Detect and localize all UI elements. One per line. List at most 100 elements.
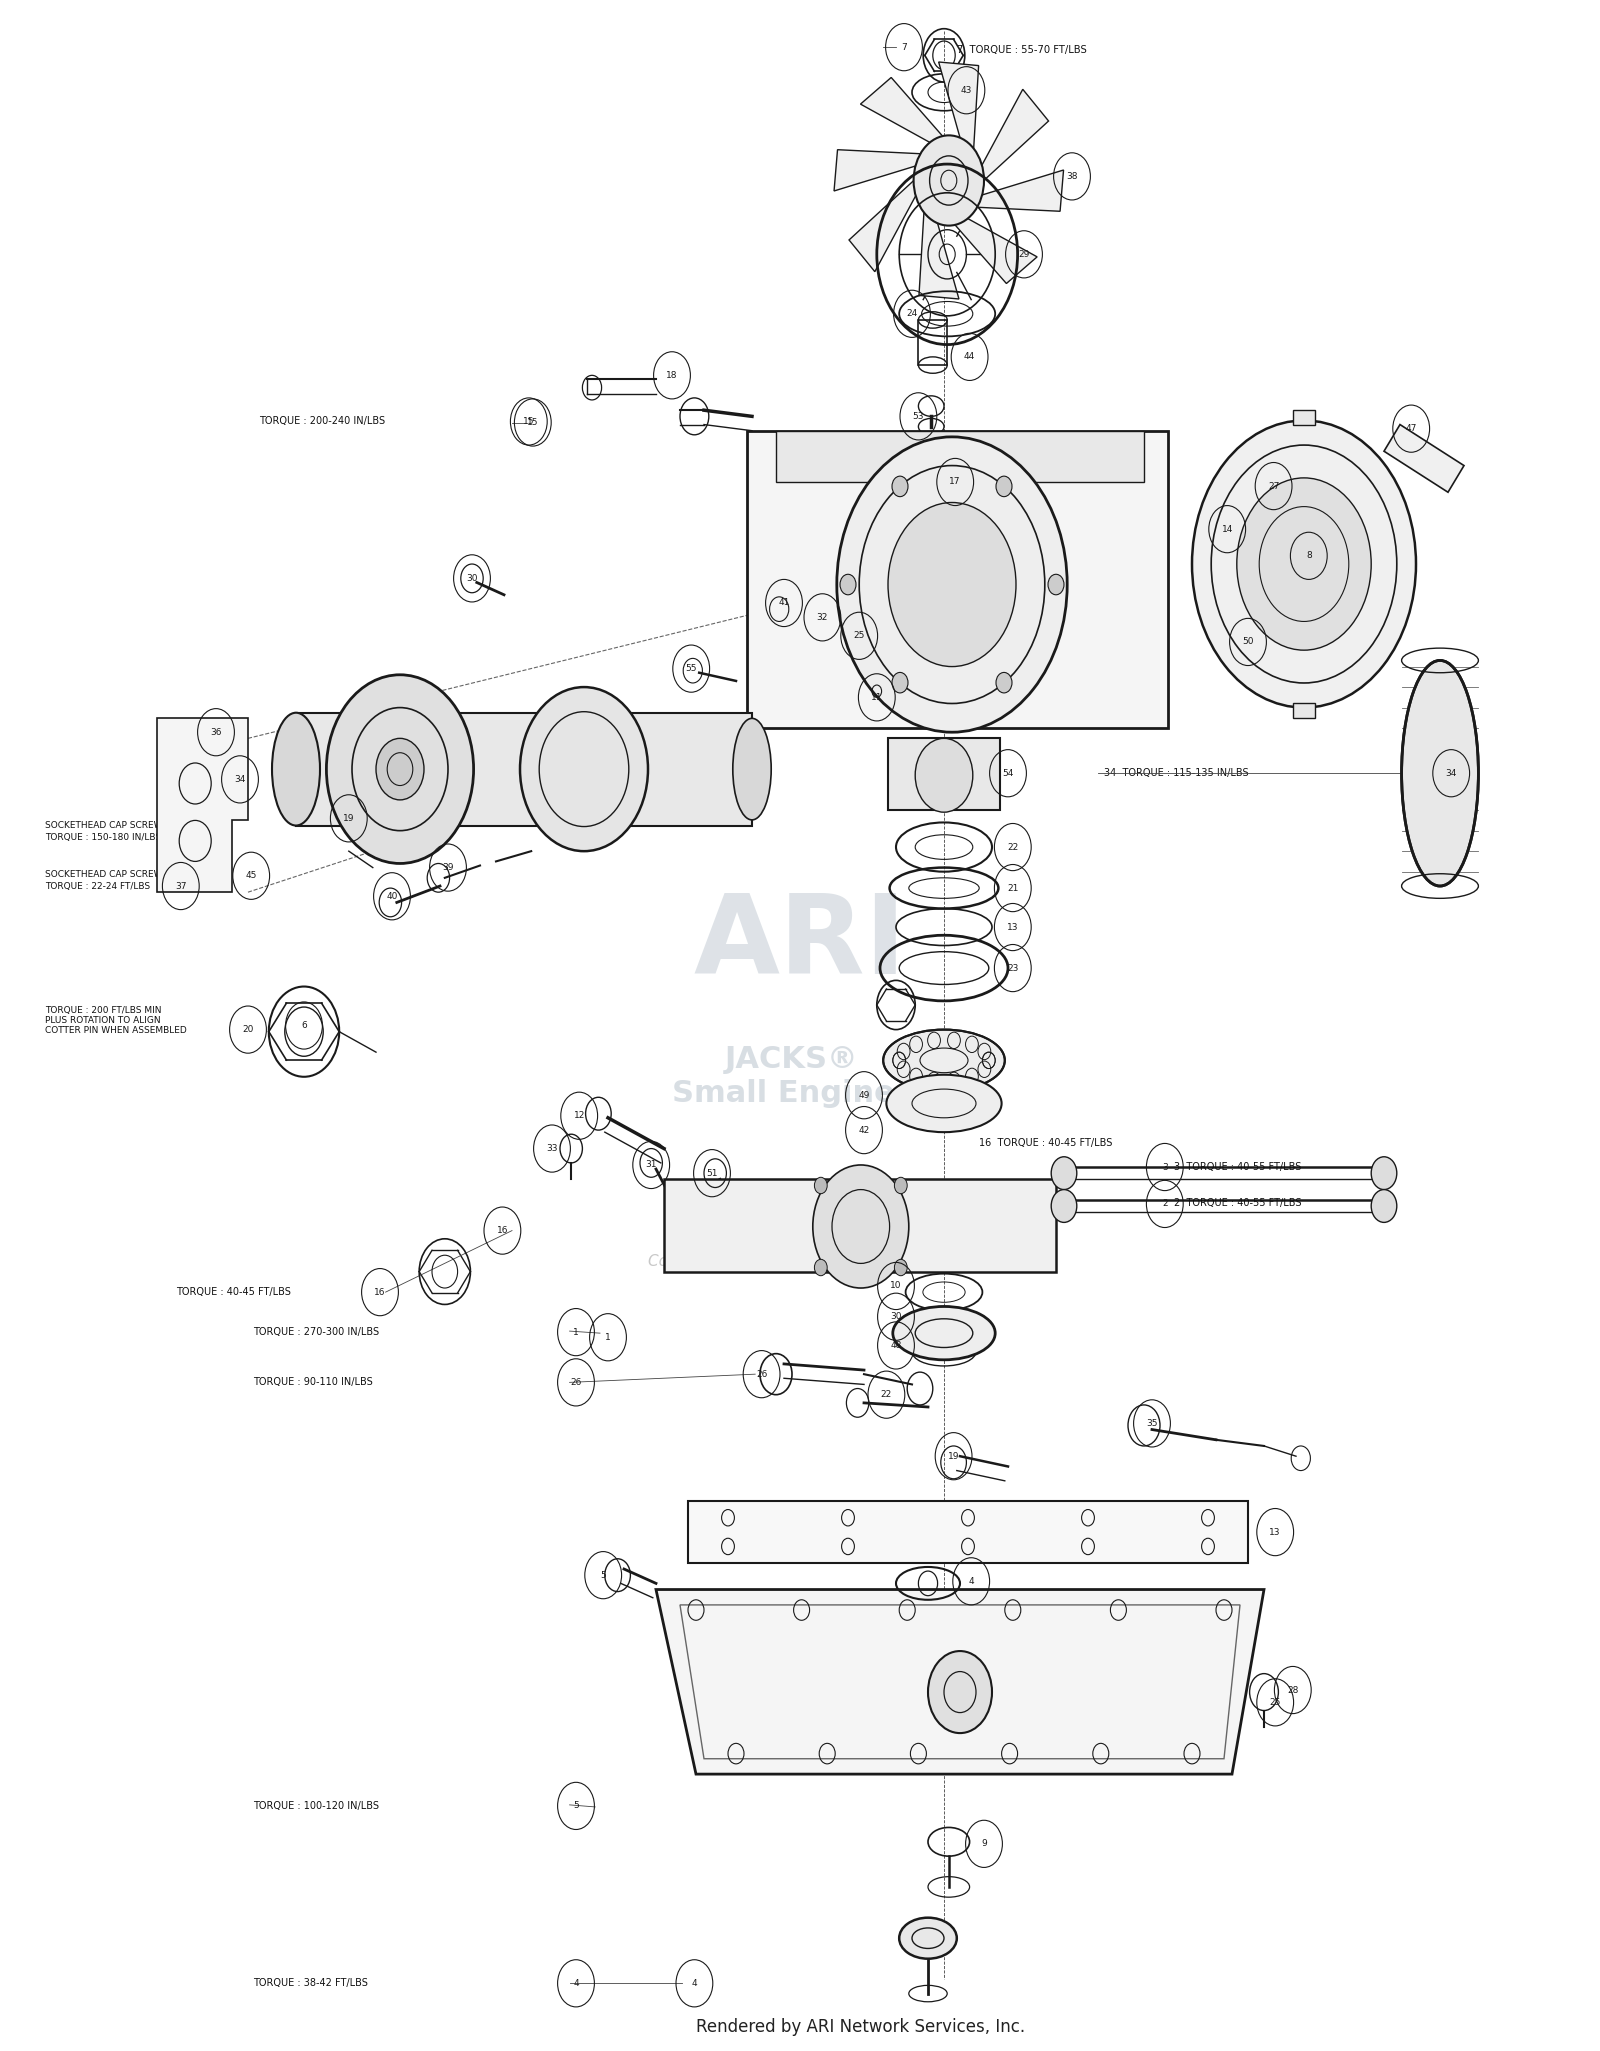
Bar <box>918 320 947 365</box>
Circle shape <box>1237 478 1371 650</box>
Circle shape <box>914 135 984 226</box>
Circle shape <box>813 1165 909 1288</box>
Text: 3: 3 <box>1162 1163 1168 1171</box>
Polygon shape <box>656 1590 1264 1774</box>
Text: 2  TORQUE : 40-55 FT/LBS: 2 TORQUE : 40-55 FT/LBS <box>1174 1198 1302 1208</box>
Text: 26: 26 <box>570 1378 582 1386</box>
Text: 3  TORQUE : 40-55 FT/LBS: 3 TORQUE : 40-55 FT/LBS <box>1174 1163 1302 1171</box>
Text: 15: 15 <box>526 418 539 427</box>
Circle shape <box>893 673 909 693</box>
Text: 31: 31 <box>645 1161 658 1169</box>
Ellipse shape <box>886 1075 1002 1132</box>
Ellipse shape <box>893 1306 995 1360</box>
Polygon shape <box>296 714 752 825</box>
Circle shape <box>894 1259 907 1276</box>
Text: 4: 4 <box>573 1979 579 1987</box>
Polygon shape <box>942 211 1037 283</box>
Circle shape <box>814 1259 827 1276</box>
Circle shape <box>520 687 648 851</box>
Text: 47: 47 <box>1405 425 1418 433</box>
Text: 7: 7 <box>901 43 907 51</box>
Text: 48: 48 <box>890 1341 902 1350</box>
Text: 34  TORQUE : 115-135 IN/LBS: 34 TORQUE : 115-135 IN/LBS <box>1104 769 1248 777</box>
Ellipse shape <box>733 718 771 820</box>
Text: 19: 19 <box>947 1452 960 1460</box>
Polygon shape <box>1293 703 1315 718</box>
Text: 35: 35 <box>1146 1419 1158 1427</box>
Text: TORQUE : 90-110 IN/LBS: TORQUE : 90-110 IN/LBS <box>253 1378 373 1386</box>
Text: 5: 5 <box>573 1801 579 1811</box>
Circle shape <box>995 673 1013 693</box>
Text: 28: 28 <box>1286 1686 1299 1694</box>
Text: 24: 24 <box>906 310 918 318</box>
Ellipse shape <box>272 712 320 825</box>
Ellipse shape <box>899 1918 957 1959</box>
Text: 9: 9 <box>981 1840 987 1848</box>
Text: 17  TORQUE : 100-120 IN/LBS: 17 TORQUE : 100-120 IN/LBS <box>896 480 1040 488</box>
Text: 30: 30 <box>466 574 478 582</box>
Circle shape <box>1051 1157 1077 1190</box>
Text: 6: 6 <box>301 1021 307 1030</box>
Circle shape <box>915 738 973 812</box>
Text: TORQUE : 200-240 IN/LBS: TORQUE : 200-240 IN/LBS <box>259 416 386 427</box>
Text: 15: 15 <box>523 416 534 427</box>
Circle shape <box>1051 1190 1077 1222</box>
Text: 18: 18 <box>666 371 678 379</box>
Circle shape <box>840 574 856 595</box>
Text: 44: 44 <box>963 353 976 361</box>
Polygon shape <box>688 1501 1248 1563</box>
Text: Copyright © 2023 - Jacks Small Engines: Copyright © 2023 - Jacks Small Engines <box>648 1253 952 1270</box>
Polygon shape <box>888 738 1000 810</box>
Text: SOCKETHEAD CAP SCREW, 1/4-20: SOCKETHEAD CAP SCREW, 1/4-20 <box>45 820 197 831</box>
Text: TORQUE : 150-180 IN/LBS: TORQUE : 150-180 IN/LBS <box>45 833 162 843</box>
Polygon shape <box>965 170 1064 211</box>
Circle shape <box>1371 1157 1397 1190</box>
Ellipse shape <box>1402 660 1478 886</box>
Circle shape <box>995 476 1013 496</box>
Text: TORQUE : 22-24 FT/LBS: TORQUE : 22-24 FT/LBS <box>45 882 150 890</box>
Text: 26: 26 <box>755 1370 768 1378</box>
Text: 27: 27 <box>1267 482 1280 490</box>
Text: 37: 37 <box>174 882 187 890</box>
Text: 1: 1 <box>605 1333 611 1341</box>
Circle shape <box>1371 1190 1397 1222</box>
Polygon shape <box>939 62 979 164</box>
Text: 34: 34 <box>1445 769 1458 777</box>
Text: 54: 54 <box>1002 769 1014 777</box>
Text: 51: 51 <box>706 1169 718 1177</box>
Polygon shape <box>850 174 920 271</box>
Circle shape <box>888 502 1016 667</box>
Text: 22: 22 <box>880 1391 893 1399</box>
Text: 38: 38 <box>1066 172 1078 180</box>
Circle shape <box>893 476 909 496</box>
Text: TORQUE : 200 FT/LBS MIN: TORQUE : 200 FT/LBS MIN <box>45 1005 162 1015</box>
Circle shape <box>376 738 424 800</box>
Text: 4: 4 <box>691 1979 698 1987</box>
Text: 8: 8 <box>1306 552 1312 560</box>
Text: 23: 23 <box>1006 964 1019 972</box>
Text: 16: 16 <box>496 1226 509 1235</box>
Text: 25: 25 <box>853 632 866 640</box>
Text: 30: 30 <box>890 1313 902 1321</box>
Text: TORQUE : 270-300 IN/LBS: TORQUE : 270-300 IN/LBS <box>253 1327 379 1337</box>
Text: 39: 39 <box>442 863 454 872</box>
Text: 41: 41 <box>778 599 790 607</box>
Text: 50: 50 <box>1242 638 1254 646</box>
Text: 40: 40 <box>386 892 398 900</box>
Text: 13: 13 <box>1269 1528 1282 1536</box>
Text: 21: 21 <box>1006 884 1019 892</box>
Polygon shape <box>1293 410 1315 425</box>
Text: Rendered by ARI Network Services, Inc.: Rendered by ARI Network Services, Inc. <box>696 2018 1026 2037</box>
Text: 42: 42 <box>858 1126 870 1134</box>
Text: 32: 32 <box>816 613 829 621</box>
Text: 1: 1 <box>573 1327 579 1337</box>
Circle shape <box>1048 574 1064 595</box>
Text: 16  TORQUE : 40-45 FT/LBS: 16 TORQUE : 40-45 FT/LBS <box>979 1138 1112 1149</box>
Text: TORQUE : 38-42 FT/LBS: TORQUE : 38-42 FT/LBS <box>253 1979 368 1987</box>
Polygon shape <box>157 718 248 892</box>
Circle shape <box>837 437 1067 732</box>
Polygon shape <box>834 150 933 191</box>
Text: SOCKETHEAD CAP SCREW 5/16-24: SOCKETHEAD CAP SCREW 5/16-24 <box>45 870 200 878</box>
Text: 45: 45 <box>245 872 258 880</box>
Polygon shape <box>978 90 1048 187</box>
